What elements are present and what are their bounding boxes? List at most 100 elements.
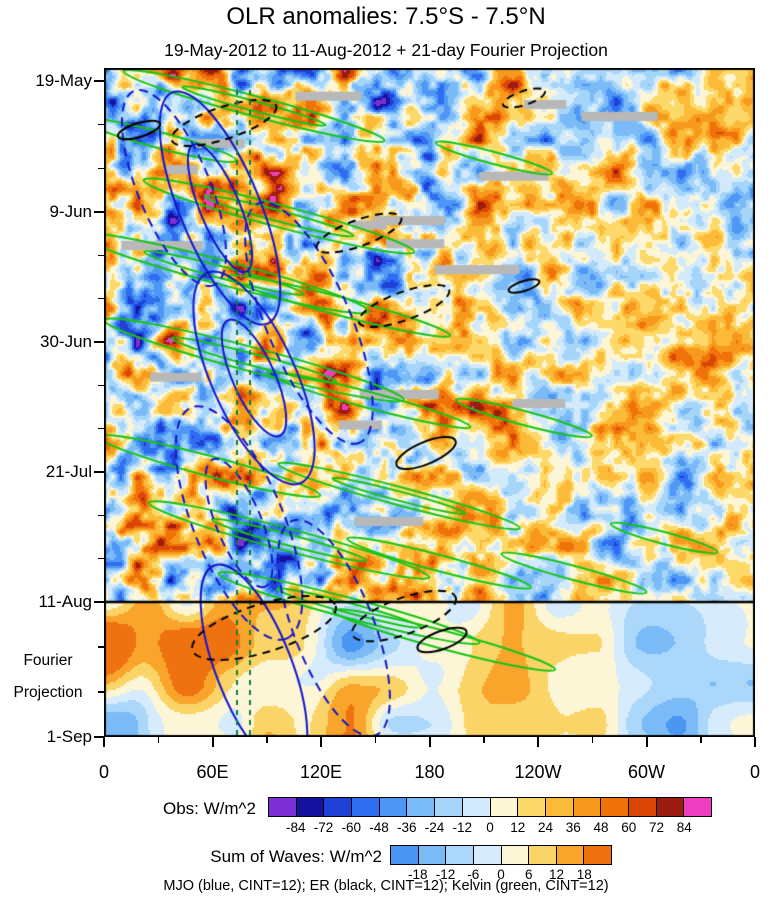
x-tick-label: 60W: [627, 762, 665, 782]
axis-tick: [98, 514, 104, 517]
waves-colorbar-cell: [473, 846, 502, 864]
obs-colorbar: [268, 797, 712, 817]
y-tick-label: 21-Jul: [45, 462, 92, 481]
x-tick-label: 0: [98, 762, 109, 782]
axis-tick: [320, 737, 322, 747]
waves-colorbar-cell: [418, 846, 447, 864]
obs-colorbar-tick-label: 60: [621, 820, 637, 835]
y-tick-label: 1-Sep: [46, 727, 92, 746]
plot-area: [104, 68, 755, 737]
obs-colorbar-tick-label: -72: [313, 820, 334, 835]
obs-colorbar-cell: [352, 798, 380, 816]
waves-colorbar-tick-label: 6: [524, 867, 533, 882]
obs-colorbar-tick-label: -24: [424, 820, 445, 835]
y-tick-label: 11-Aug: [38, 592, 92, 611]
waves-colorbar-tick-label: 18: [576, 867, 592, 882]
waves-colorbar-cell: [391, 846, 419, 864]
obs-colorbar-tick-label: -60: [341, 820, 362, 835]
obs-colorbar-tick-label: -36: [396, 820, 417, 835]
obs-colorbar-tick-label: 48: [593, 820, 609, 835]
y-tick-label: 19-May: [35, 71, 92, 90]
legend-caption: MJO (blue, CINT=12); ER (black, CINT=12)…: [163, 878, 609, 894]
axis-tick: [754, 737, 756, 747]
obs-colorbar-cell: [656, 798, 685, 816]
axis-tick: [98, 691, 104, 693]
axis-tick: [103, 737, 105, 747]
obs-colorbar-cell: [545, 798, 574, 816]
obs-colorbar-ticks: -84 -72 -60 -48 -36 -24 -12 0 12 24 36 48 60 72 84: [268, 820, 712, 836]
obs-colorbar-tick-label: 12: [510, 820, 526, 835]
fourier-annotation-line2: Projection: [13, 684, 83, 701]
obs-colorbar-tick-label: -84: [285, 820, 306, 835]
obs-colorbar-cell: [601, 798, 629, 816]
obs-colorbar-cell: [628, 798, 657, 816]
chart-title: OLR anomalies: 7.5°S - 7.5°N: [226, 3, 546, 30]
axis-tick: [428, 737, 431, 747]
x-tick-label: 0: [749, 762, 760, 782]
axis-tick: [591, 737, 593, 743]
obs-colorbar-tick-label: 72: [648, 820, 665, 835]
x-tick-label: 60E: [196, 762, 229, 782]
waves-colorbar-label: Sum of Waves: W/m^2: [210, 847, 382, 866]
axis-tick: [98, 167, 104, 170]
waves-colorbar-cell: [584, 846, 611, 864]
axis-tick: [483, 737, 485, 743]
obs-colorbar-tick-label: 84: [676, 820, 692, 835]
axis-tick: [98, 646, 104, 648]
waves-colorbar-ticks: -18 -12 -6 0 6 12 18: [390, 867, 612, 883]
axis-tick: [94, 736, 104, 738]
obs-colorbar-cell: [269, 798, 297, 816]
obs-colorbar-cell: [379, 798, 408, 816]
axis-tick: [94, 211, 104, 213]
x-tick-label: 120W: [514, 762, 562, 782]
waves-colorbar-tick-label: 0: [497, 867, 505, 882]
axis-tick: [98, 427, 104, 430]
axis-tick: [98, 297, 104, 300]
waves-colorbar-cell: [446, 846, 474, 864]
waves-colorbar-tick-label: -12: [435, 867, 456, 882]
axis-tick: [374, 737, 376, 743]
axis-tick: [94, 341, 104, 343]
obs-colorbar-cell: [684, 798, 711, 816]
axis-tick: [94, 471, 104, 473]
waves-colorbar-cell: [501, 846, 530, 864]
axis-tick: [98, 384, 104, 387]
waves-colorbar-cell: [556, 846, 585, 864]
axis-tick: [98, 254, 104, 257]
axis-tick: [98, 123, 104, 126]
obs-colorbar-cell: [573, 798, 602, 816]
obs-colorbar-tick-label: -48: [369, 820, 389, 835]
obs-colorbar-tick-label: 24: [537, 820, 554, 835]
x-tick-label: 120E: [299, 762, 343, 782]
waves-colorbar-tick-label: 12: [548, 867, 565, 882]
waves-colorbar-tick-label: -6: [467, 867, 480, 882]
axis-tick: [94, 80, 104, 82]
obs-colorbar-tick-label: 0: [486, 820, 494, 835]
fourier-annotation-line1: Fourier: [23, 652, 73, 669]
obs-colorbar-cell: [296, 798, 325, 816]
chart-subtitle: 19-May-2012 to 11-Aug-2012 + 21-day Four…: [164, 40, 608, 60]
obs-colorbar-tick-label: 36: [565, 820, 581, 835]
axis-tick: [645, 737, 648, 747]
axis-tick: [157, 737, 159, 743]
waves-colorbar: [390, 845, 612, 865]
waves-colorbar-cell: [529, 846, 557, 864]
hovmoller-canvas: [104, 68, 755, 737]
obs-colorbar-cell: [462, 798, 491, 816]
axis-tick: [700, 737, 702, 743]
obs-colorbar-cell: [490, 798, 519, 816]
obs-colorbar-cell: [518, 798, 546, 816]
axis-tick: [537, 737, 539, 747]
obs-colorbar-cell: [324, 798, 353, 816]
obs-colorbar-cell: [407, 798, 436, 816]
obs-colorbar-label: Obs: W/m^2: [163, 799, 256, 818]
waves-colorbar-tick-label: -18: [407, 867, 428, 882]
axis-tick: [94, 601, 104, 603]
axis-tick: [266, 737, 268, 743]
obs-colorbar-tick-label: -12: [452, 820, 473, 835]
y-tick-label: 9-Jun: [49, 202, 92, 221]
x-tick-label: 180: [414, 762, 445, 782]
y-tick-label: 30-Jun: [40, 332, 92, 351]
axis-tick: [211, 737, 214, 747]
